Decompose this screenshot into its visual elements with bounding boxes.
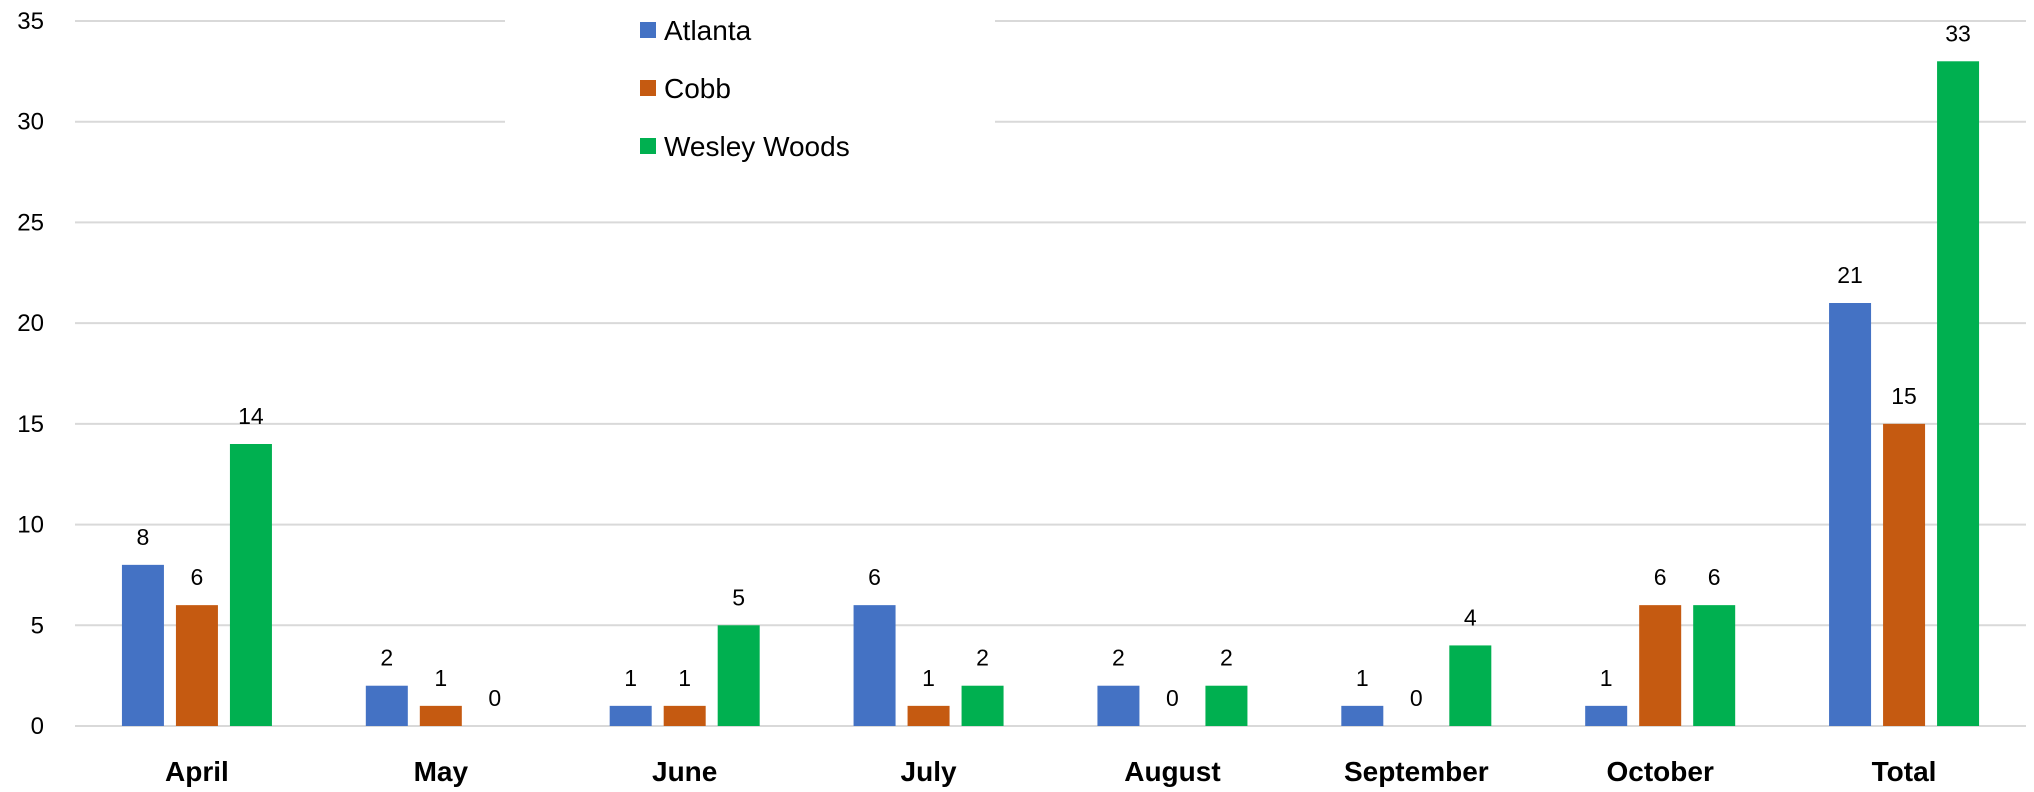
category-label-september: September <box>1344 756 1489 787</box>
bar-wesley-woods-august <box>1205 685 1248 726</box>
legend-swatch-wesley-woods <box>640 138 656 154</box>
legend-swatch-atlanta <box>640 22 656 38</box>
data-label: 33 <box>1945 20 1971 46</box>
bar-cobb-july <box>907 705 950 726</box>
y-tick-label: 35 <box>17 8 44 35</box>
category-label-july: July <box>901 756 957 787</box>
data-label: 4 <box>1464 604 1477 630</box>
category-label-june: June <box>652 756 717 787</box>
data-label: 1 <box>922 665 935 691</box>
bar-cobb-may <box>419 705 462 726</box>
data-label: 1 <box>624 665 637 691</box>
data-label: 1 <box>1356 665 1369 691</box>
data-label: 2 <box>1112 645 1125 671</box>
data-label: 15 <box>1891 383 1917 409</box>
data-label: 21 <box>1837 262 1863 288</box>
legend-background <box>505 8 995 168</box>
category-label-october: October <box>1607 756 1714 787</box>
data-label: 5 <box>732 584 745 610</box>
bars <box>121 61 1980 727</box>
data-label: 0 <box>1410 685 1423 711</box>
y-tick-label: 20 <box>17 310 44 337</box>
data-label: 2 <box>976 645 989 671</box>
data-label: 0 <box>1166 685 1179 711</box>
bar-atlanta-may <box>365 685 408 726</box>
bar-cobb-october <box>1639 605 1682 726</box>
legend-label-cobb: Cobb <box>664 73 731 104</box>
y-tick-label: 25 <box>17 209 44 236</box>
bar-wesley-woods-april <box>229 444 272 726</box>
bar-atlanta-total <box>1829 303 1872 726</box>
x-axis-category-labels: April May June July August September October To… <box>165 756 1936 787</box>
data-label: 6 <box>868 564 881 590</box>
bar-atlanta-july <box>853 605 896 726</box>
bar-cobb-total <box>1883 423 1926 726</box>
gridlines <box>75 20 2026 727</box>
category-label-august: August <box>1124 756 1220 787</box>
data-label: 2 <box>380 645 393 671</box>
bar-atlanta-april <box>121 564 164 726</box>
bar-wesley-woods-september <box>1449 645 1492 726</box>
data-label: 1 <box>678 665 691 691</box>
y-axis-tick-labels: 0 5 10 15 20 25 30 35 <box>17 8 44 740</box>
y-tick-label: 0 <box>31 713 44 740</box>
bar-atlanta-june <box>609 705 652 726</box>
data-label: 6 <box>1654 564 1667 590</box>
category-label-april: April <box>165 756 229 787</box>
legend-label-wesley-woods: Wesley Woods <box>664 131 850 162</box>
category-label-may: May <box>414 756 469 787</box>
data-label: 1 <box>1600 665 1613 691</box>
data-label: 1 <box>434 665 447 691</box>
category-label-total: Total <box>1872 756 1937 787</box>
y-tick-label: 15 <box>17 411 44 438</box>
bar-wesley-woods-june <box>717 625 760 726</box>
data-label: 0 <box>488 685 501 711</box>
legend: Atlanta Cobb Wesley Woods <box>505 8 995 168</box>
bar-cobb-april <box>175 605 218 726</box>
bar-atlanta-august <box>1097 685 1140 726</box>
bar-atlanta-september <box>1341 705 1384 726</box>
data-label: 6 <box>191 564 204 590</box>
data-label: 2 <box>1220 645 1233 671</box>
legend-label-atlanta: Atlanta <box>664 15 752 46</box>
data-label: 6 <box>1708 564 1721 590</box>
y-tick-label: 10 <box>17 512 44 539</box>
data-label: 14 <box>238 403 264 429</box>
bar-wesley-woods-october <box>1693 605 1736 726</box>
bar-cobb-june <box>663 705 706 726</box>
data-label: 8 <box>137 524 150 550</box>
y-tick-label: 30 <box>17 109 44 136</box>
bar-wesley-woods-july <box>961 685 1004 726</box>
y-tick-label: 5 <box>31 612 44 639</box>
legend-swatch-cobb <box>640 80 656 96</box>
bar-atlanta-october <box>1585 705 1628 726</box>
bar-wesley-woods-total <box>1937 61 1980 727</box>
